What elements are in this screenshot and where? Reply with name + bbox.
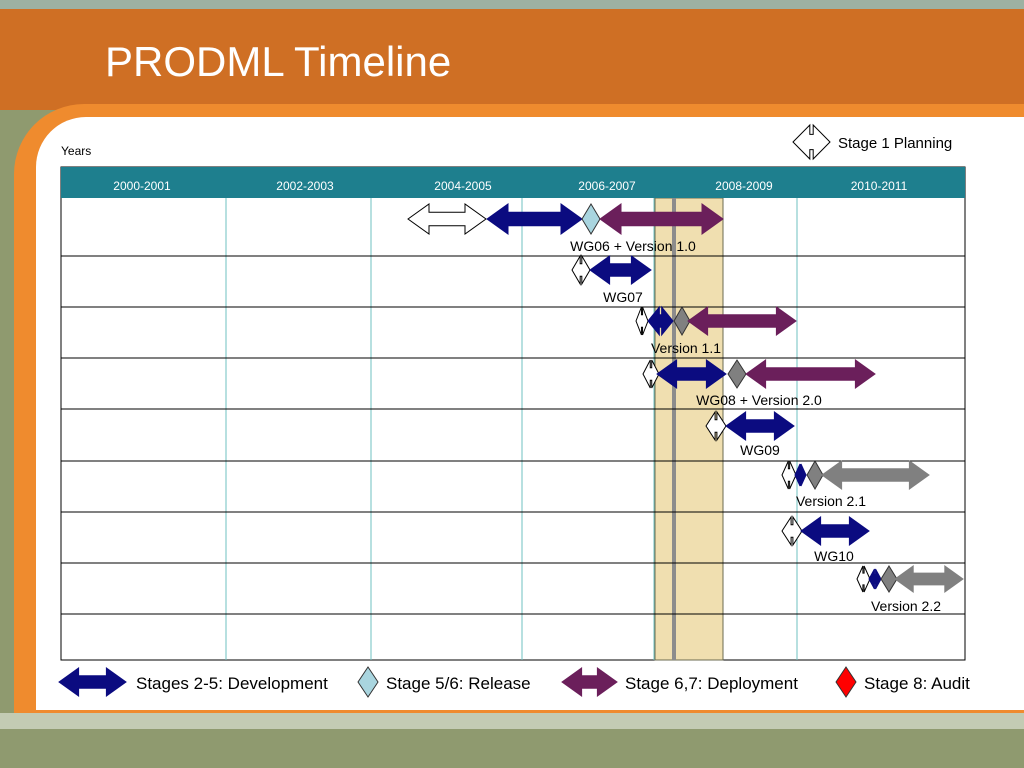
row-label-wg08: WG08 + Version 2.0 <box>696 392 822 408</box>
today-marker <box>672 198 676 660</box>
development-arrow <box>656 359 727 389</box>
footer-strip <box>0 713 1024 729</box>
development-arrow <box>647 305 674 337</box>
deployment-arrow <box>599 203 724 235</box>
release-diamond <box>727 359 747 389</box>
release-diamond <box>806 459 824 491</box>
legend-release-label: Stage 5/6: Release <box>386 674 531 693</box>
development-arrow <box>794 463 807 487</box>
legend-audit-diamond <box>835 666 857 698</box>
column-header-2000-2001: 2000-2001 <box>113 179 171 193</box>
legend-deployment-arrow <box>561 667 618 697</box>
top-band <box>0 0 1024 9</box>
years-label: Years <box>61 144 92 158</box>
legend-planning-label: Stage 1 Planning <box>838 135 953 152</box>
row-dividers <box>61 255 965 615</box>
planning-arrow <box>407 203 487 235</box>
release-diamond <box>880 565 898 593</box>
column-header-2008-2009: 2008-2009 <box>715 179 773 193</box>
legend-planning-arrow <box>792 123 831 161</box>
column-header-2006-2007: 2006-2007 <box>578 179 636 193</box>
footer-band <box>0 729 1024 768</box>
row-label-wg09: WG09 <box>740 442 780 458</box>
release-diamond <box>673 305 691 337</box>
legend-development-label: Stages 2-5: Development <box>136 674 328 693</box>
row-label-version-1-1: Version 1.1 <box>651 340 721 356</box>
column-header-2010-2011: 2010-2011 <box>851 179 908 193</box>
development-arrow <box>725 411 795 441</box>
column-dividers <box>225 198 798 660</box>
deployment-arrow <box>745 359 876 389</box>
page-title: PRODML Timeline <box>105 38 452 85</box>
column-header-2002-2003: 2002-2003 <box>276 179 334 193</box>
deployment-arrow <box>894 565 964 593</box>
row-label-version-2-1: Version 2.1 <box>796 493 866 509</box>
table-frame <box>60 166 966 661</box>
legend-deployment-label: Stage 6,7: Deployment <box>625 674 798 693</box>
row-label-wg06: WG06 + Version 1.0 <box>570 238 696 254</box>
development-arrow <box>589 255 652 285</box>
development-arrow <box>800 516 870 546</box>
title-bar <box>0 9 1024 110</box>
legend-release-diamond <box>357 666 379 698</box>
row-label-wg07: WG07 <box>603 289 643 305</box>
release-diamond <box>581 203 601 235</box>
row-label-version-2-2: Version 2.2 <box>871 598 941 614</box>
column-header-2004-2005: 2004-2005 <box>434 179 492 193</box>
legend-development-arrow <box>58 667 127 697</box>
deployment-arrow <box>821 460 930 490</box>
legend-audit-label: Stage 8: Audit <box>864 674 970 693</box>
row-label-wg10: WG10 <box>814 548 854 564</box>
table-header <box>61 167 965 198</box>
deployment-arrow <box>687 306 797 336</box>
